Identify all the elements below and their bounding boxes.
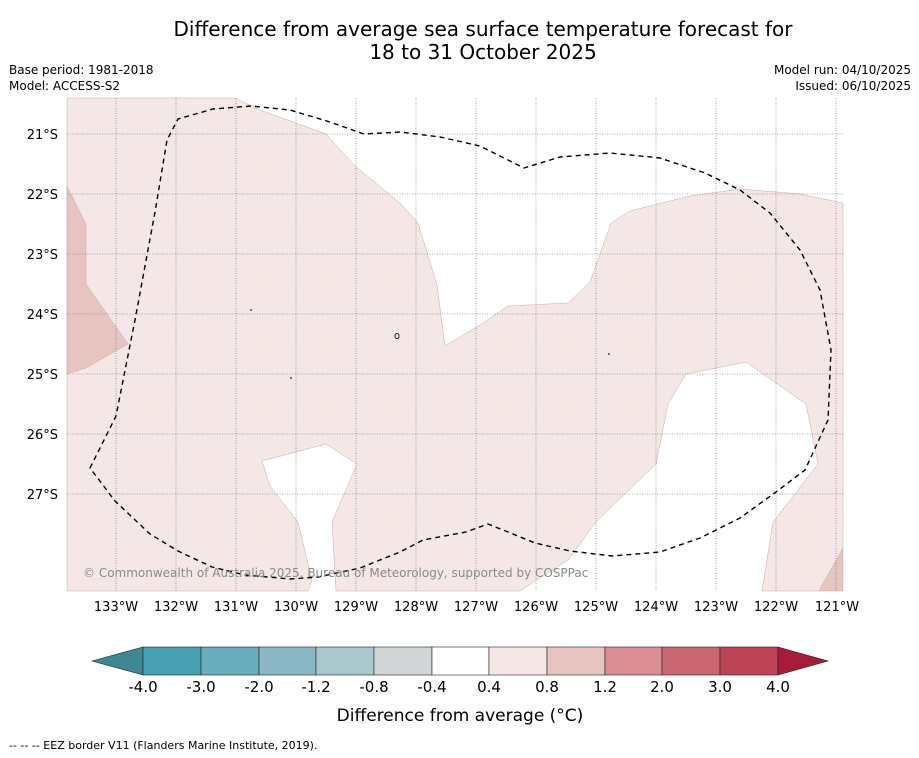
map-title: Difference from average sea surface temp…: [0, 18, 919, 64]
lon-label: 130°W: [274, 600, 318, 615]
colorbar-bin: [373, 646, 433, 676]
colorbar-bin: [604, 646, 663, 676]
lat-labels: 21°S 22°S 23°S 24°S 25°S 26°S 27°S: [27, 128, 58, 503]
model-name: Model: ACCESS-S2: [9, 79, 121, 93]
colorbar: [90, 646, 830, 676]
eez-border: [89, 105, 832, 580]
lon-label: 127°W: [454, 600, 498, 615]
lon-label: 126°W: [514, 600, 558, 615]
model-run: Model run: 04/10/2025: [773, 63, 911, 77]
colorbar-tick-label: -2.0: [244, 678, 273, 696]
colorbar-tick-label: 2.0: [650, 678, 674, 696]
island-marker: [290, 377, 292, 379]
colorbar-bin: [258, 646, 317, 676]
lon-labels: 133°W 132°W 131°W 130°W 129°W 128°W 127°…: [94, 600, 859, 615]
colorbar-ticks: -4.0 -3.0 -2.0 -1.2 -0.8 -0.4 0.4 0.8 1.…: [128, 678, 790, 696]
issued-date: Issued: 06/10/2025: [795, 79, 911, 93]
title-line-2: 18 to 31 October 2025: [369, 40, 597, 64]
colorbar-tick-label: 3.0: [708, 678, 732, 696]
colorbar-bin: [661, 646, 721, 676]
meta-right: Model run: 04/10/2025 Issued: 06/10/2025: [774, 62, 911, 94]
lon-label: 133°W: [94, 600, 138, 615]
colorbar-tick-label: -3.0: [186, 678, 215, 696]
colorbar-bin: [431, 646, 490, 676]
colorbar-tick-label: 0.4: [477, 678, 501, 696]
colorbar-tick-label: 4.0: [766, 678, 790, 696]
colorbar-tick-label: -4.0: [128, 678, 157, 696]
colorbar-tick-label: 0.8: [535, 678, 559, 696]
colorbar-tick-label: -0.4: [417, 678, 446, 696]
lon-label: 131°W: [214, 600, 258, 615]
lat-label: 27°S: [27, 488, 58, 503]
colorbar-tick-label: 1.2: [593, 678, 617, 696]
lat-label: 25°S: [27, 368, 58, 383]
lat-label: 23°S: [27, 248, 58, 263]
lon-label: 125°W: [574, 600, 618, 615]
island-marker: [608, 353, 610, 355]
lon-label: 121°W: [815, 600, 859, 615]
colorbar-tick-label: -0.8: [359, 678, 388, 696]
lon-label: 123°W: [694, 600, 738, 615]
island-marker: [394, 333, 400, 339]
lon-label: 124°W: [634, 600, 678, 615]
colorbar-bin: [546, 646, 606, 676]
lon-label: 129°W: [334, 600, 378, 615]
colorbar-bin: [142, 646, 202, 676]
copyright-text: © Commonwealth of Australia 2025, Bureau…: [83, 566, 588, 580]
colorbar-bin: [315, 646, 375, 676]
colorbar-bin: [200, 646, 260, 676]
lat-label: 26°S: [27, 428, 58, 443]
lat-label: 21°S: [27, 128, 58, 143]
colorbar-tick-label: -1.2: [301, 678, 330, 696]
colorbar-extend-low: [90, 646, 144, 676]
colorbar-title: Difference from average (°C): [337, 706, 584, 726]
base-period: Base period: 1981-2018: [9, 63, 154, 77]
lon-label: 128°W: [394, 600, 438, 615]
lon-label: 122°W: [754, 600, 798, 615]
meta-left: Base period: 1981-2018 Model: ACCESS-S2: [9, 62, 154, 94]
eez-footnote: -- -- -- EEZ border V11 (Flanders Marine…: [9, 739, 318, 752]
colorbar-bin: [488, 646, 548, 676]
lat-label: 22°S: [27, 188, 58, 203]
colorbar-extend-high: [777, 646, 830, 676]
lon-label: 132°W: [154, 600, 198, 615]
graticule: [67, 98, 843, 591]
island-marker: [250, 309, 252, 311]
anomaly-region-0-8-1-2-southeast: [818, 547, 844, 592]
lat-label: 24°S: [27, 308, 58, 323]
map-panel: © Commonwealth of Australia 2025, Bureau…: [66, 97, 844, 592]
title-line-1: Difference from average sea surface temp…: [173, 17, 793, 41]
anomaly-region-0-4-0-8: [66, 97, 844, 592]
colorbar-bin: [719, 646, 779, 676]
